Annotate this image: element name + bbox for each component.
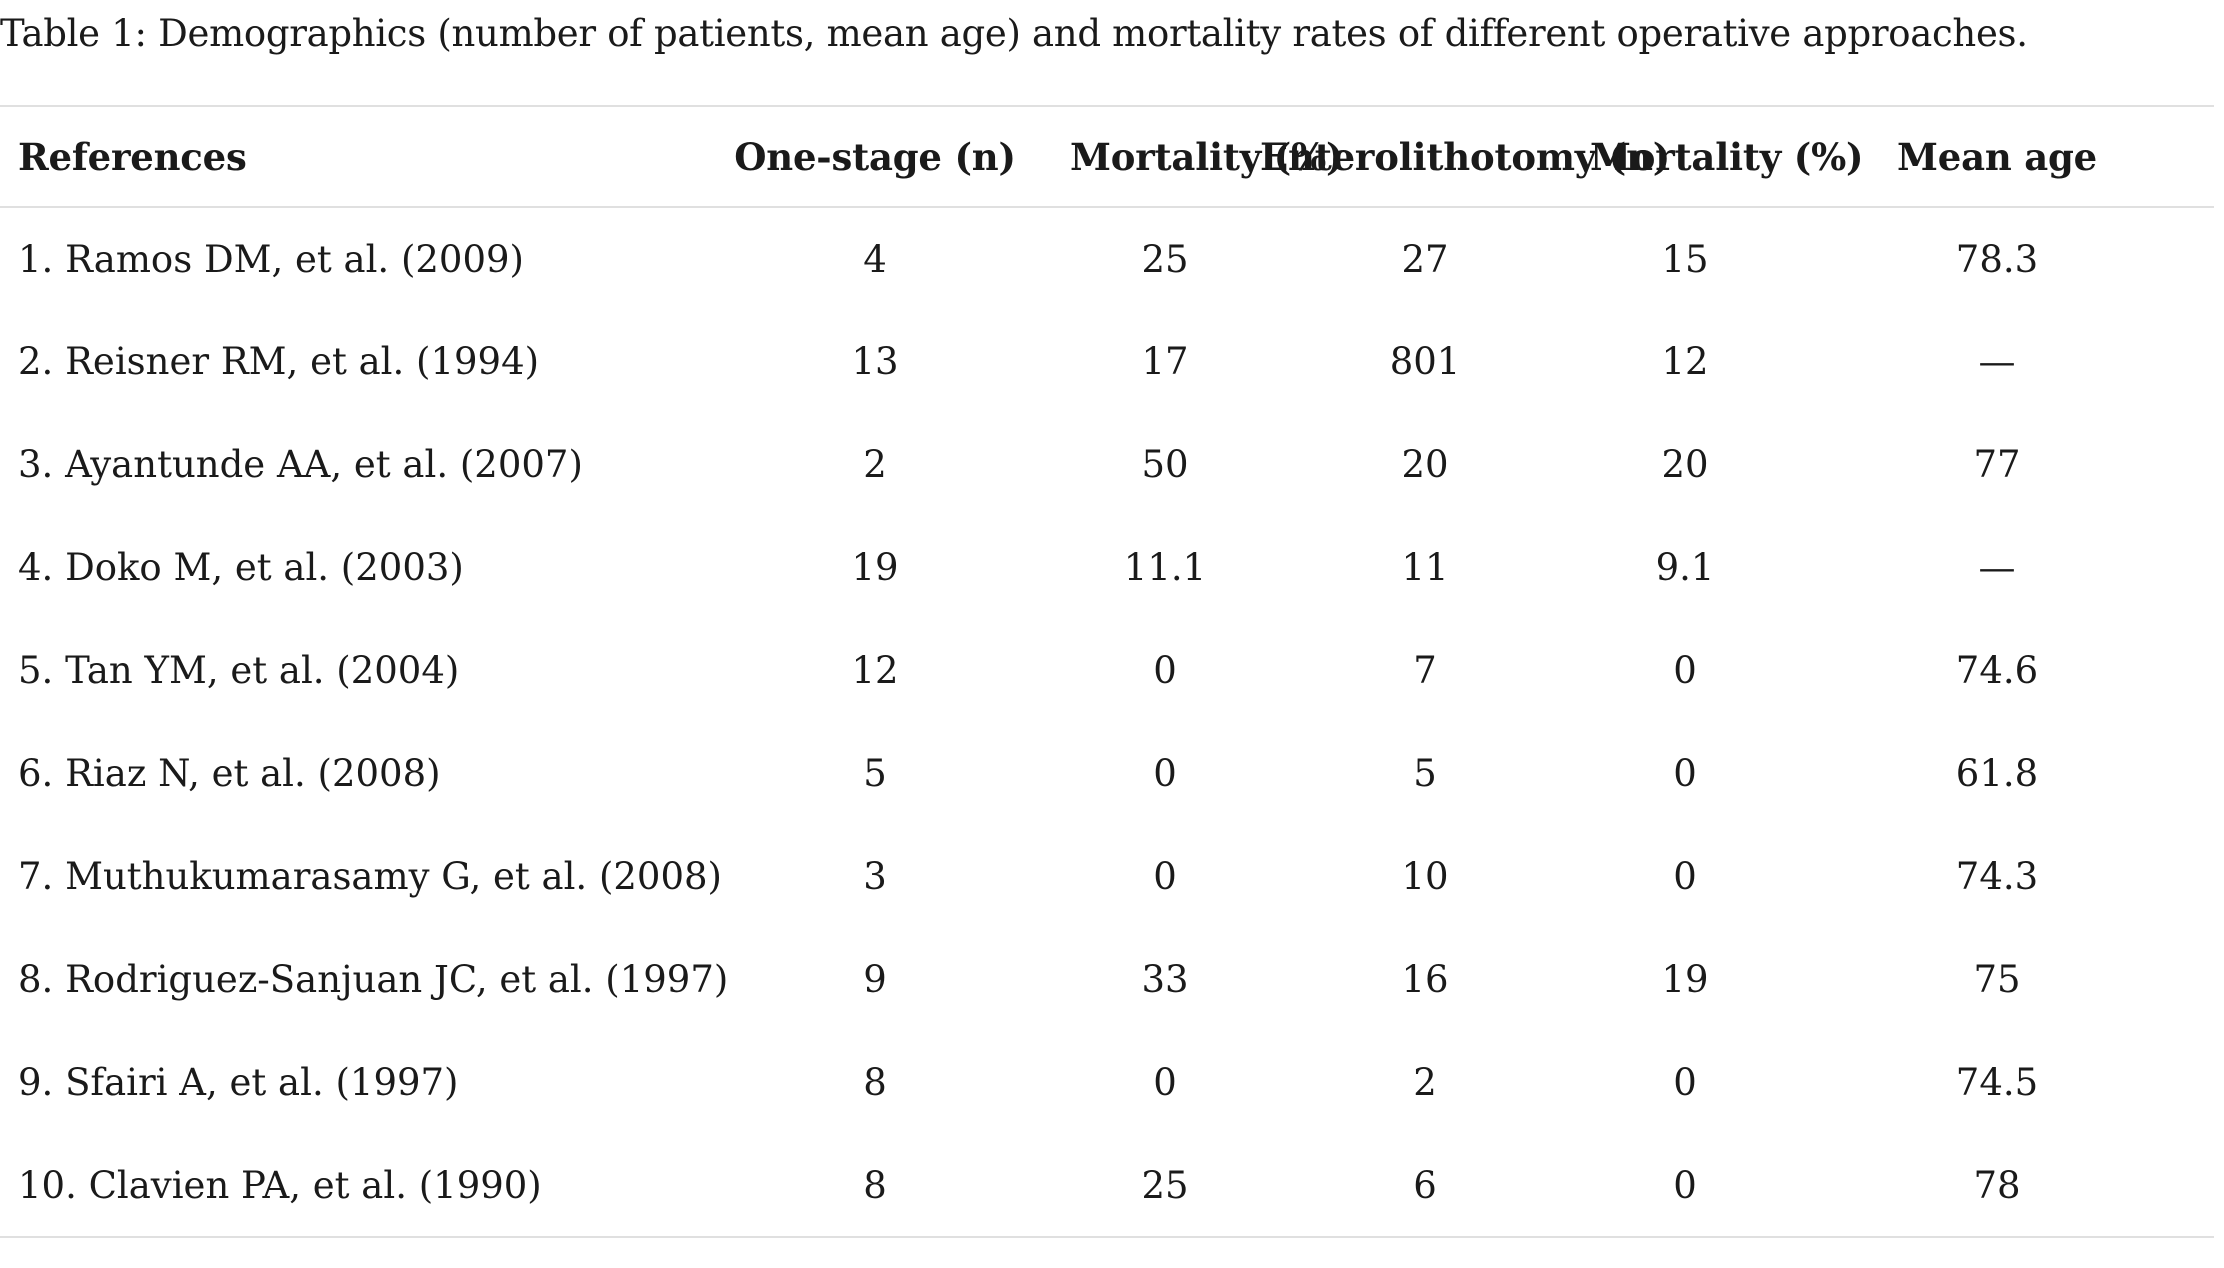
reference-cell: 2. Reisner RM, et al. (1994)	[18, 340, 540, 383]
table-row: 9. Sfairi A, et al. (1997) 8 0 2 0 74.5	[0, 1031, 2214, 1134]
table-row: 8. Rodriguez-Sanjuan JC, et al. (1997) 9…	[0, 928, 2214, 1031]
mortality-enterolithotomy-cell: 0	[1673, 752, 1697, 795]
mortality-one-stage-cell: 17	[1141, 340, 1189, 383]
table-row: 2. Reisner RM, et al. (1994) 13 17 801 1…	[0, 310, 2214, 413]
mean-age-cell: 77	[1973, 443, 2021, 486]
mortality-one-stage-cell: 0	[1153, 649, 1177, 692]
one-stage-cell: 19	[851, 546, 899, 589]
table-row: 3. Ayantunde AA, et al. (2007) 2 50 20 2…	[0, 413, 2214, 516]
table-row: 4. Doko M, et al. (2003) 19 11.1 11 9.1 …	[0, 516, 2214, 619]
table-row: 6. Riaz N, et al. (2008) 5 0 5 0 61.8	[0, 722, 2214, 825]
enterolithotomy-cell: 801	[1389, 340, 1461, 383]
reference-cell: 7. Muthukumarasamy G, et al. (2008)	[18, 855, 722, 898]
mean-age-cell: 74.5	[1955, 1061, 2039, 1104]
one-stage-cell: 3	[863, 855, 887, 898]
enterolithotomy-cell: 10	[1401, 855, 1449, 898]
mortality-enterolithotomy-cell: 15	[1661, 237, 1709, 281]
table-header-row: References One-stage (n) Mortality (%) E…	[0, 106, 2214, 207]
header-references: References	[18, 134, 247, 179]
one-stage-cell: 13	[851, 340, 899, 383]
table-row: 10. Clavien PA, et al. (1990) 8 25 6 0 7…	[0, 1134, 2214, 1237]
mortality-one-stage-cell: 0	[1153, 1061, 1177, 1104]
one-stage-cell: 8	[863, 1163, 887, 1207]
demographics-mortality-table: References One-stage (n) Mortality (%) E…	[0, 105, 2214, 1238]
header-mortality-one-stage: Mortality (%)	[1070, 134, 1344, 179]
table-row: 5. Tan YM, et al. (2004) 12 0 7 0 74.6	[0, 619, 2214, 722]
header-one-stage: One-stage (n)	[734, 134, 1016, 179]
one-stage-cell: 5	[863, 752, 887, 795]
enterolithotomy-cell: 16	[1401, 958, 1449, 1001]
one-stage-cell: 9	[863, 958, 887, 1001]
reference-cell: 10. Clavien PA, et al. (1990)	[18, 1163, 542, 1207]
header-enterolithotomy: Enterolithotomy (n)	[1260, 134, 1671, 179]
reference-cell: 9. Sfairi A, et al. (1997)	[18, 1061, 459, 1104]
enterolithotomy-cell: 11	[1401, 546, 1449, 589]
mean-age-cell: 74.3	[1955, 855, 2039, 898]
one-stage-cell: 12	[851, 649, 899, 692]
table-row: 1. Ramos DM, et al. (2009) 4 25 27 15 78…	[0, 207, 2214, 310]
mean-age-cell: —	[1978, 340, 2016, 383]
mortality-one-stage-cell: 25	[1141, 1163, 1189, 1207]
mortality-enterolithotomy-cell: 19	[1661, 958, 1709, 1001]
reference-cell: 5. Tan YM, et al. (2004)	[18, 649, 460, 692]
mortality-one-stage-cell: 0	[1153, 752, 1177, 795]
mean-age-cell: —	[1978, 546, 2016, 589]
reference-cell: 6. Riaz N, et al. (2008)	[18, 752, 441, 795]
header-mean-age: Mean age	[1896, 134, 2098, 179]
mortality-one-stage-cell: 33	[1141, 958, 1189, 1001]
one-stage-cell: 8	[863, 1061, 887, 1104]
enterolithotomy-cell: 2	[1413, 1061, 1437, 1104]
mortality-enterolithotomy-cell: 9.1	[1655, 546, 1715, 589]
mortality-one-stage-cell: 25	[1141, 237, 1189, 281]
mortality-enterolithotomy-cell: 20	[1661, 443, 1709, 486]
header-mortality-enterolithotomy: Mortality (%)	[1590, 134, 1864, 179]
mortality-one-stage-cell: 11.1	[1123, 546, 1207, 589]
table-caption: Table 1: Demographics (number of patient…	[0, 12, 2028, 55]
mortality-enterolithotomy-cell: 0	[1673, 649, 1697, 692]
reference-cell: 3. Ayantunde AA, et al. (2007)	[18, 443, 583, 486]
reference-cell: 4. Doko M, et al. (2003)	[18, 546, 464, 589]
mortality-enterolithotomy-cell: 0	[1673, 855, 1697, 898]
mean-age-cell: 75	[1973, 958, 2021, 1001]
mean-age-cell: 74.6	[1955, 649, 2039, 692]
mean-age-cell: 61.8	[1955, 752, 2039, 795]
enterolithotomy-cell: 27	[1401, 237, 1449, 281]
mortality-one-stage-cell: 50	[1141, 443, 1189, 486]
one-stage-cell: 4	[863, 237, 887, 281]
enterolithotomy-cell: 6	[1413, 1163, 1437, 1207]
enterolithotomy-cell: 20	[1401, 443, 1449, 486]
mortality-enterolithotomy-cell: 0	[1673, 1163, 1697, 1207]
mean-age-cell: 78.3	[1955, 237, 2039, 281]
enterolithotomy-cell: 5	[1413, 752, 1437, 795]
mortality-enterolithotomy-cell: 12	[1661, 340, 1709, 383]
mortality-one-stage-cell: 0	[1153, 855, 1177, 898]
reference-cell: 8. Rodriguez-Sanjuan JC, et al. (1997)	[18, 958, 729, 1001]
mean-age-cell: 78	[1973, 1163, 2021, 1207]
reference-cell: 1. Ramos DM, et al. (2009)	[18, 237, 524, 281]
one-stage-cell: 2	[863, 443, 887, 486]
table-row: 7. Muthukumarasamy G, et al. (2008) 3 0 …	[0, 825, 2214, 928]
mortality-enterolithotomy-cell: 0	[1673, 1061, 1697, 1104]
enterolithotomy-cell: 7	[1413, 649, 1437, 692]
